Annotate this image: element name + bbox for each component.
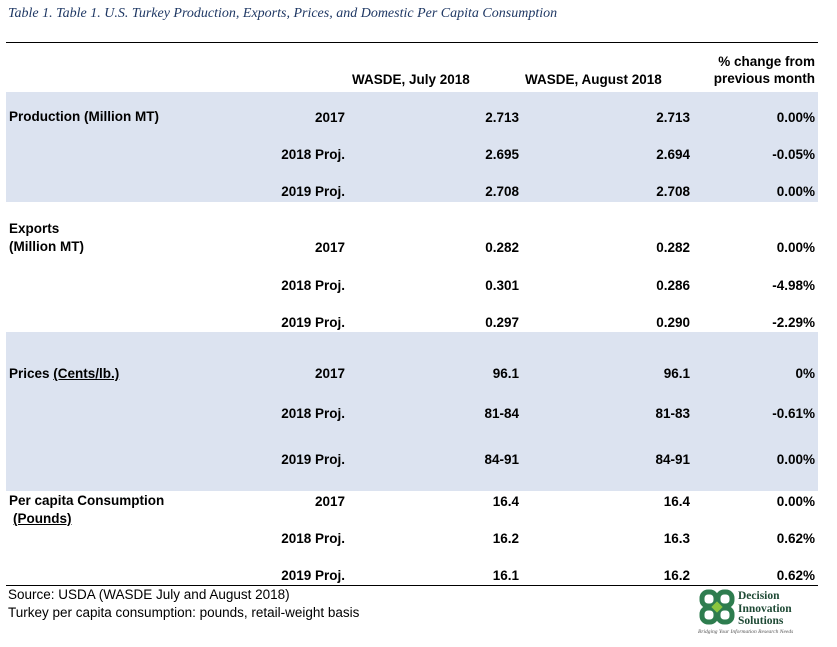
row-july: 16.4 [492,494,519,509]
exports-label-line1: Exports [9,221,60,236]
row-august: 16.2 [663,568,690,583]
consumption-label-unit: (Pounds) [13,511,72,526]
row-year: 2018 Proj. [281,147,345,162]
logo-wordmark: Decision Innovation Solutions [738,590,792,628]
row-year: 2018 Proj. [281,406,345,421]
logo-knot-icon [699,589,735,625]
table-caption: Table 1. Table 1. U.S. Turkey Production… [8,6,558,21]
row-pct: 0.00% [776,452,815,467]
header-wasde-august: WASDE, August 2018 [525,72,662,87]
logo-line3: Solutions [738,615,784,627]
top-rule [6,42,818,43]
row-july: 16.2 [492,531,519,546]
row-year: 2017 [314,110,345,125]
row-pct: 0.62% [776,531,815,546]
section-label-prices: Prices (Cents/lb.) [9,365,119,383]
row-year: 2019 Proj. [281,184,345,199]
row-pct: -0.61% [772,406,815,421]
row-pct: -4.98% [772,278,815,293]
prices-label-unit: (Cents/lb.) [53,366,120,381]
footer-source: Source: USDA (WASDE July and August 2018… [8,587,290,602]
logo-tagline: Bridging Your Information Research Needs [698,629,794,635]
row-july: 0.297 [485,315,519,330]
row-july: 96.1 [492,366,519,381]
row-year: 2019 Proj. [281,315,345,330]
row-august: 81-83 [655,406,690,421]
header-pct-line1: % change from [718,54,815,69]
header-wasde-july: WASDE, July 2018 [352,72,470,87]
consumption-label-line1: Per capita Consumption [9,493,165,508]
row-year: 2017 [314,494,345,509]
header-pct-line2: previous month [713,71,815,86]
row-july: 84-91 [484,452,519,467]
row-pct: 0.00% [776,110,815,125]
row-year: 2018 Proj. [281,278,345,293]
row-august: 0.290 [656,315,690,330]
logo-line1: Decision [738,590,780,602]
header-pct-change: % change from previous month [714,53,815,87]
row-pct: 0.00% [776,184,815,199]
section-label-production: Production (Million MT) [9,109,159,124]
row-year: 2017 [314,240,345,255]
row-august: 0.282 [656,240,690,255]
row-august: 0.286 [656,278,690,293]
footer-note: Turkey per capita consumption: pounds, r… [8,605,360,620]
row-pct: 0.00% [776,240,815,255]
row-pct: -2.29% [772,315,815,330]
row-july: 0.301 [485,278,519,293]
row-august: 84-91 [655,452,690,467]
row-july: 0.282 [485,240,519,255]
section-label-exports: Exports (Million MT) [9,220,84,256]
row-august: 2.713 [656,110,690,125]
row-year: 2017 [314,366,345,381]
row-august: 16.3 [663,531,690,546]
logo-line2: Innovation [738,602,792,615]
band-prices [6,332,818,491]
row-august: 2.708 [656,184,690,199]
exports-label-line2: (Million MT) [9,239,84,254]
row-pct: -0.05% [772,147,815,162]
band-production [6,92,818,202]
row-july: 2.695 [485,147,519,162]
section-label-consumption: Per capita Consumption (Pounds) [9,492,164,528]
row-pct: 0.00% [776,494,815,509]
row-july: 2.713 [485,110,519,125]
row-pct: 0.62% [776,568,815,583]
prices-label-prefix: Prices [9,366,54,381]
row-august: 2.694 [656,147,690,162]
bottom-rule [6,585,818,586]
row-year: 2019 Proj. [281,452,345,467]
row-july: 2.708 [485,184,519,199]
row-july: 16.1 [492,568,519,583]
row-august: 96.1 [663,366,690,381]
row-year: 2018 Proj. [281,531,345,546]
row-year: 2019 Proj. [281,568,345,583]
row-july: 81-84 [484,406,519,421]
row-pct: 0% [795,366,815,381]
company-logo: Decision Innovation Solutions Bridging Y… [698,588,828,644]
row-august: 16.4 [663,494,690,509]
